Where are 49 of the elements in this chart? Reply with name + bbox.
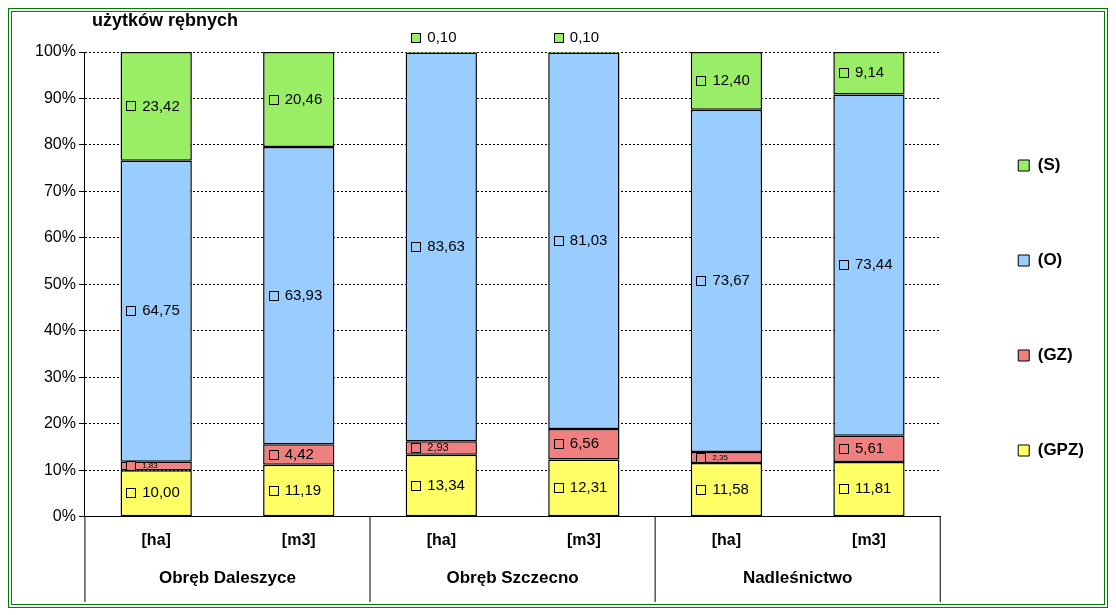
y-tick-label: 80% xyxy=(43,135,76,153)
chart-title: użytków rębnych xyxy=(92,9,239,30)
y-tick-label: 90% xyxy=(43,88,76,106)
y-tick-label: 40% xyxy=(43,321,76,339)
x-tick-label: [ha] xyxy=(711,530,742,548)
y-tick-label: 100% xyxy=(35,42,76,60)
data-label: 63,93 xyxy=(284,285,323,303)
data-label: 9,14 xyxy=(854,63,885,81)
data-label: 73,67 xyxy=(712,270,750,288)
data-label: 20,46 xyxy=(284,89,323,107)
data-label: 11,81 xyxy=(854,479,892,497)
data-label: 13,34 xyxy=(427,475,465,493)
text: Nadleśnictwo xyxy=(742,568,853,588)
y-tick-label: 50% xyxy=(43,274,76,292)
text: Obręb Daleszyce xyxy=(158,568,296,588)
data-label: 4,42 xyxy=(284,444,314,462)
data-label: 6,56 xyxy=(569,434,600,452)
data-label: 83,63 xyxy=(427,236,465,254)
x-tick-label: [ha] xyxy=(426,530,456,548)
data-label: 0,10 xyxy=(569,28,600,46)
y-tick-label: 20% xyxy=(43,414,76,432)
data-label: 23,42 xyxy=(142,96,180,114)
data-label: 5,61 xyxy=(854,439,885,457)
y-tick-label: 30% xyxy=(43,367,76,385)
data-label: 73,44 xyxy=(854,255,893,273)
data-label: 12,40 xyxy=(712,70,750,88)
data-label: 64,75 xyxy=(142,301,180,319)
data-label: 11,58 xyxy=(712,479,749,497)
y-tick-label: 0% xyxy=(52,507,76,525)
x-tick-label: [m3] xyxy=(281,530,316,548)
legend-label: (GZ) xyxy=(1037,345,1073,365)
data-label: 1,83 xyxy=(142,461,159,471)
legend-label: (S) xyxy=(1037,155,1061,175)
text: Obręb Szczecno xyxy=(446,568,579,588)
x-tick-label: [m3] xyxy=(852,530,886,548)
data-label: 2,35 xyxy=(712,452,729,462)
data-label: 2,93 xyxy=(427,441,449,454)
data-label: 11,19 xyxy=(284,480,322,498)
x-tick-label: [ha] xyxy=(141,530,171,548)
legend-label: (O) xyxy=(1037,250,1063,270)
y-tick-label: 10% xyxy=(43,460,76,478)
data-label: 0,10 xyxy=(427,28,457,46)
x-tick-label: [m3] xyxy=(566,530,601,548)
data-label: 10,00 xyxy=(142,483,180,501)
data-label: 81,03 xyxy=(569,230,608,248)
y-tick-label: 70% xyxy=(43,181,76,199)
legend-label: (GPZ) xyxy=(1037,440,1085,460)
data-label: 12,31 xyxy=(569,478,608,496)
y-tick-label: 60% xyxy=(43,228,76,246)
